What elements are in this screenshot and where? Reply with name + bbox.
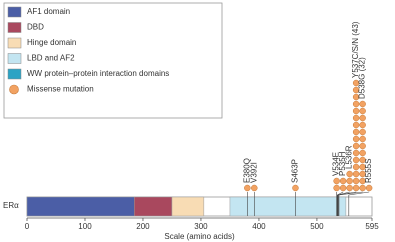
mutation-circle <box>359 177 366 185</box>
mutation-stem <box>348 191 370 216</box>
legend-label: LBD and AF2 <box>27 54 75 63</box>
mutation-circle <box>359 128 366 136</box>
mutation-circle <box>352 184 360 192</box>
mutation-circle <box>352 100 360 108</box>
legend-swatch <box>7 22 22 33</box>
mutation-stem <box>338 191 363 216</box>
mutation-circle <box>359 135 366 143</box>
mutation-circle <box>352 170 360 178</box>
mutation-circle <box>339 177 347 185</box>
axis-tick-label: 400 <box>252 222 266 231</box>
mutation-stem <box>337 191 350 216</box>
mutation-circle <box>352 135 360 143</box>
axis-tick-label: 500 <box>310 222 324 231</box>
legend-swatch <box>9 84 19 95</box>
mutation-circle <box>352 79 360 87</box>
mutation-label: L536R <box>345 145 354 169</box>
legend-swatch <box>7 37 22 49</box>
mutation-circle <box>352 142 360 150</box>
mutation-circle <box>339 184 347 192</box>
mutation-label: P535H <box>338 151 347 176</box>
mutation-circle <box>359 184 366 192</box>
mutation-circle <box>365 184 373 192</box>
axis-tick-label: 595 <box>365 222 379 231</box>
mutation-circle <box>292 184 299 192</box>
mutation-circle <box>352 93 360 101</box>
legend-label: Hinge domain <box>27 38 76 47</box>
mutation-label: V534E <box>332 152 341 176</box>
mutation-circle <box>352 114 360 122</box>
mutation-circle <box>359 149 366 157</box>
mutation-circle <box>346 184 353 192</box>
mutation-circle <box>359 163 366 171</box>
mutation-circle <box>352 107 360 115</box>
axis-title: Scale (amino acids) <box>164 232 235 241</box>
legend-label: AF1 domain <box>27 7 70 16</box>
mutation-circle <box>359 142 366 150</box>
mutation-stem <box>338 191 357 216</box>
mutation-stem <box>336 191 344 216</box>
domain <box>26 196 135 217</box>
domain <box>229 196 347 217</box>
mutation-circle <box>359 121 366 129</box>
mutation-circle <box>333 177 340 185</box>
legend-swatch <box>7 68 22 80</box>
mutation-circle <box>352 121 360 129</box>
mutation-circle <box>352 128 360 136</box>
legend-label: DBD <box>27 23 44 32</box>
mutation-circle <box>359 170 366 178</box>
domain <box>171 196 205 217</box>
mutation-circle <box>359 156 366 164</box>
legend-swatch <box>7 6 22 18</box>
axis-tick-label: 0 <box>25 222 30 231</box>
protein-label: ERα <box>3 201 19 210</box>
mutation-circle <box>244 184 251 192</box>
axis-tick-label: 100 <box>78 222 92 231</box>
mutation-circle <box>352 163 360 171</box>
mutation-label: D538G (32) <box>358 57 367 99</box>
mutation-circle <box>352 86 360 94</box>
mutation-circle <box>251 184 258 192</box>
legend-label: Missense mutation <box>27 85 94 94</box>
mutation-label: S463P <box>291 159 300 183</box>
mutation-circle <box>346 177 353 185</box>
legend-swatch <box>7 53 22 64</box>
mutation-label: Y537C/S/N (43) <box>351 21 360 78</box>
axis-tick-label: 300 <box>194 222 208 231</box>
axis-tick-label: 200 <box>136 222 150 231</box>
mutation-circle <box>359 114 366 122</box>
mutation-circle <box>352 177 360 185</box>
mutation-circle <box>333 184 340 192</box>
mutation-label: E380Q <box>242 158 251 183</box>
mutation-circle <box>346 170 353 178</box>
mutation-circle <box>352 149 360 157</box>
mutation-circle <box>359 107 366 115</box>
legend-label: WW protein–protein interaction domains <box>27 69 169 78</box>
mutation-label: R555S <box>364 159 373 183</box>
mutation-circle <box>359 100 366 108</box>
legend-box <box>3 2 223 119</box>
mutation-label: V392I <box>249 162 258 183</box>
domain <box>134 196 173 217</box>
mutation-circle <box>352 156 360 164</box>
